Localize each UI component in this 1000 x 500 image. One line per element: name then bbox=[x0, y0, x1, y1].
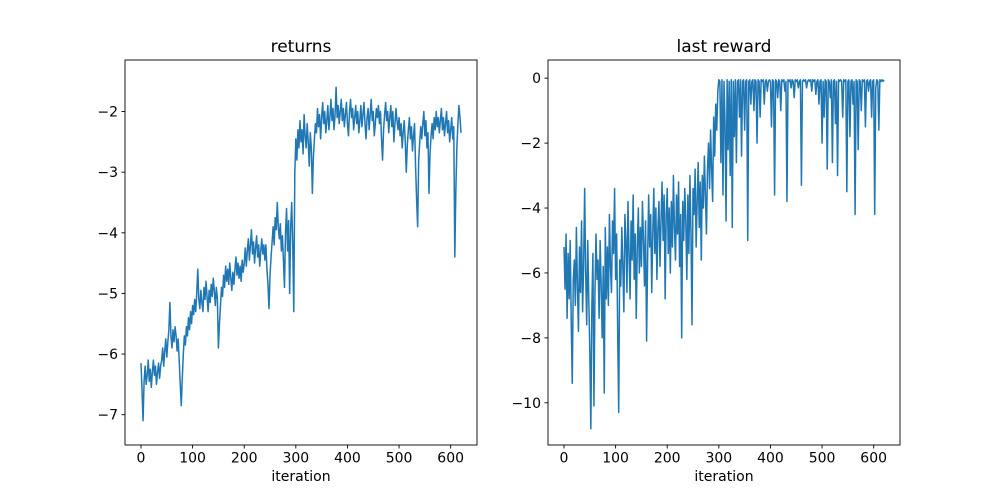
returns-line bbox=[140, 86, 462, 422]
subplot-last-reward: last reward iteration 0 100 200 300 400 500 60… bbox=[511, 37, 901, 485]
y-tick-label: −2 bbox=[97, 105, 118, 121]
x-tick-label: 600 bbox=[437, 451, 464, 467]
x-tick-label: 0 bbox=[560, 451, 569, 467]
last-reward-line bbox=[563, 79, 885, 430]
plot-area-last-reward: 0 100 200 300 400 500 600 −10 −8 −6 −4 −2 0 bbox=[511, 59, 901, 467]
x-tick-label: 400 bbox=[334, 451, 361, 467]
y-tick-label: −8 bbox=[520, 331, 541, 347]
x-axis-label-last-reward: iteration bbox=[694, 469, 753, 485]
x-tick-label: 500 bbox=[809, 451, 836, 467]
plot-area-returns: 0 100 200 300 400 500 600 −7 −6 −5 −4 −3 −2 bbox=[97, 59, 478, 467]
axes-frame bbox=[547, 59, 901, 446]
y-tick-label: 0 bbox=[532, 71, 541, 87]
axes-frame bbox=[124, 59, 478, 446]
x-tick-label: 600 bbox=[860, 451, 887, 467]
x-tick-label: 100 bbox=[602, 451, 629, 467]
x-tick-label: 100 bbox=[179, 451, 206, 467]
x-axis-label-returns: iteration bbox=[271, 469, 330, 485]
y-tick-label: −10 bbox=[511, 396, 541, 412]
x-tick-label: 300 bbox=[282, 451, 309, 467]
chart-title-returns: returns bbox=[271, 37, 332, 57]
chart-title-last-reward: last reward bbox=[677, 37, 772, 57]
y-tick-label: −4 bbox=[520, 201, 541, 217]
x-tick-label: 400 bbox=[757, 451, 784, 467]
y-tick-label: −5 bbox=[97, 286, 118, 302]
x-tick-label: 200 bbox=[654, 451, 681, 467]
y-tick-label: −6 bbox=[520, 266, 541, 282]
y-tick-label: −6 bbox=[97, 347, 118, 363]
y-tick-label: −3 bbox=[97, 165, 118, 181]
x-tick-label: 0 bbox=[137, 451, 146, 467]
subplot-returns: returns iteration 0 100 200 300 400 500 600 −7 −… bbox=[97, 37, 478, 485]
x-tick-label: 500 bbox=[386, 451, 413, 467]
y-tick-label: −2 bbox=[520, 136, 541, 152]
y-tick-label: −4 bbox=[97, 226, 118, 242]
y-tick-label: −7 bbox=[97, 408, 118, 424]
x-tick-label: 300 bbox=[705, 451, 732, 467]
x-tick-label: 200 bbox=[231, 451, 258, 467]
